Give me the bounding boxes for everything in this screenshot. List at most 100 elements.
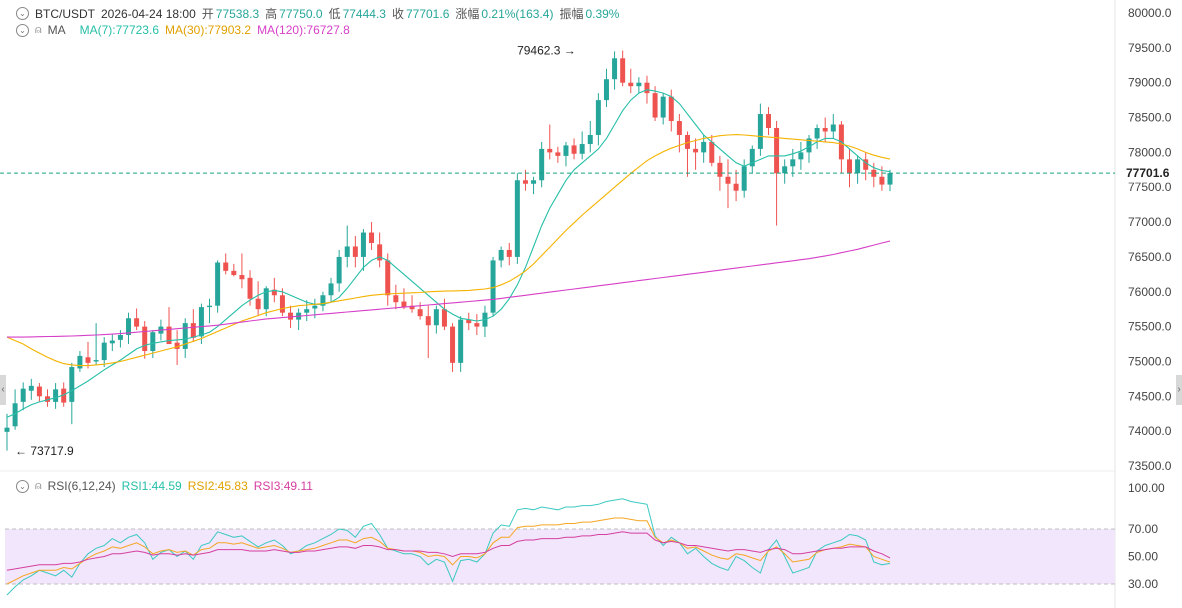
candle-body[interactable] (668, 96, 674, 122)
candle-body[interactable] (336, 256, 342, 284)
candle-body[interactable] (798, 152, 804, 160)
candle-body[interactable] (231, 270, 237, 276)
candle-body[interactable] (369, 232, 375, 243)
candle-body[interactable] (174, 342, 180, 349)
candle-body[interactable] (620, 58, 626, 83)
candle-body[interactable] (822, 127, 828, 132)
candle-body[interactable] (628, 82, 634, 87)
candle-body[interactable] (263, 288, 269, 310)
candle-body[interactable] (887, 173, 893, 185)
candle-body[interactable] (4, 427, 10, 432)
candle-body[interactable] (101, 342, 107, 361)
candle-body[interactable] (790, 159, 796, 167)
candle-body[interactable] (223, 262, 229, 271)
candle-body[interactable] (36, 386, 42, 397)
candle-body[interactable] (506, 249, 512, 257)
candle-body[interactable] (458, 319, 464, 363)
candle-body[interactable] (725, 176, 731, 184)
ma-label[interactable]: MA (47, 23, 66, 37)
candle-body[interactable] (279, 295, 285, 313)
candle-body[interactable] (765, 114, 771, 128)
candle-body[interactable] (377, 244, 383, 261)
candle-body[interactable] (20, 388, 26, 402)
candle-body[interactable] (871, 169, 877, 177)
candle-body[interactable] (69, 367, 75, 402)
candle-body[interactable] (855, 159, 861, 174)
candle-body[interactable] (425, 316, 431, 326)
candle-body[interactable] (328, 283, 334, 296)
candle-body[interactable] (247, 277, 253, 299)
candle-body[interactable] (733, 183, 739, 191)
candle-body[interactable] (531, 180, 537, 184)
candle-body[interactable] (344, 246, 350, 257)
candle-body[interactable] (393, 295, 399, 303)
candle-body[interactable] (198, 307, 204, 337)
candle-body[interactable] (320, 295, 326, 306)
bell-icon[interactable]: ⍝ (35, 23, 42, 36)
candle-body[interactable] (774, 127, 780, 174)
candle-body[interactable] (676, 121, 682, 135)
candle-body[interactable] (652, 93, 658, 118)
candle-body[interactable] (555, 152, 561, 156)
candle-body[interactable] (709, 141, 715, 163)
candle-body[interactable] (684, 134, 690, 149)
candle-body[interactable] (571, 145, 577, 154)
collapse-chevron-icon[interactable]: ⌄ (16, 479, 29, 493)
candle-body[interactable] (117, 334, 123, 340)
candle-body[interactable] (385, 260, 391, 296)
candle-body[interactable] (701, 141, 707, 153)
candle-body[interactable] (45, 396, 51, 402)
candle-body[interactable] (717, 162, 723, 177)
candle-body[interactable] (207, 305, 213, 308)
candle-body[interactable] (53, 389, 59, 402)
candle-body[interactable] (539, 148, 545, 181)
rsi-label[interactable]: RSI(6,12,24) (47, 479, 116, 493)
candle-body[interactable] (85, 357, 91, 363)
candle-body[interactable] (215, 262, 221, 306)
candle-body[interactable] (288, 312, 294, 320)
candle-body[interactable] (522, 180, 528, 184)
candle-body[interactable] (182, 323, 188, 349)
candle-body[interactable] (109, 340, 115, 344)
candle-body[interactable] (271, 289, 277, 296)
collapse-chevron-icon[interactable]: ⌄ (16, 7, 29, 20)
candle-body[interactable] (450, 326, 456, 363)
scroll-left-handle[interactable]: ‹ (0, 375, 6, 405)
candle-body[interactable] (563, 145, 569, 156)
candle-body[interactable] (490, 260, 496, 313)
candle-body[interactable] (150, 332, 156, 352)
candle-body[interactable] (401, 301, 407, 308)
candle-body[interactable] (782, 166, 788, 174)
candle-body[interactable] (12, 403, 18, 427)
collapse-chevron-icon[interactable]: ⌄ (16, 23, 29, 37)
candle-body[interactable] (409, 305, 415, 310)
scroll-right-handle[interactable]: › (1176, 375, 1182, 405)
candle-body[interactable] (757, 114, 763, 149)
candle-body[interactable] (660, 96, 666, 118)
candle-body[interactable] (693, 148, 699, 153)
candle-body[interactable] (547, 148, 553, 153)
candle-body[interactable] (360, 232, 366, 257)
candle-body[interactable] (514, 180, 520, 257)
candle-body[interactable] (304, 309, 310, 313)
candle-body[interactable] (352, 246, 358, 257)
candle-body[interactable] (190, 323, 196, 338)
candle-body[interactable] (846, 159, 852, 174)
candle-body[interactable] (466, 319, 472, 324)
bell-icon[interactable]: ⍝ (35, 479, 42, 492)
candle-body[interactable] (603, 79, 609, 101)
candle-body[interactable] (806, 138, 812, 153)
candle-body[interactable] (93, 360, 99, 362)
candle-body[interactable] (312, 305, 318, 309)
candle-body[interactable] (142, 326, 148, 352)
candle-body[interactable] (830, 124, 836, 132)
candle-body[interactable] (239, 275, 245, 280)
candle-body[interactable] (863, 159, 869, 170)
candle-body[interactable] (498, 249, 504, 261)
candle-body[interactable] (741, 166, 747, 191)
candle-body[interactable] (417, 309, 423, 317)
candle-body[interactable] (587, 134, 593, 145)
candle-body[interactable] (77, 355, 83, 369)
candle-body[interactable] (644, 82, 650, 94)
